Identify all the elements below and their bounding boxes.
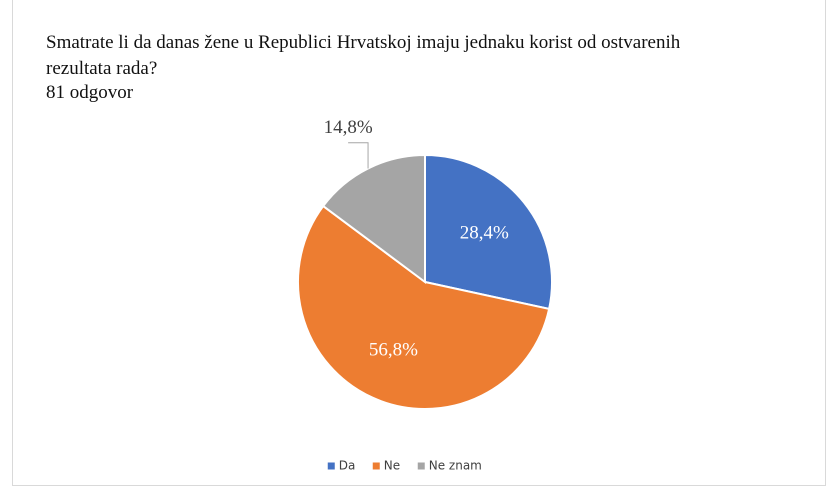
pie-slice — [321, 153, 426, 284]
pie-slice — [424, 153, 553, 311]
data-label: 28,4% — [460, 223, 509, 244]
legend-label: Da — [339, 459, 356, 473]
data-label: 56,8% — [369, 340, 418, 361]
leader-line — [348, 142, 369, 169]
data-label: 14,8% — [324, 117, 373, 138]
pie-slice — [297, 204, 551, 410]
legend-swatch — [417, 462, 425, 470]
legend-swatch — [372, 462, 380, 470]
chart-title: Smatrate li da danas žene u Republici Hr… — [46, 32, 681, 79]
chart-frame — [12, 0, 826, 486]
legend-label: Ne — [384, 459, 400, 473]
legend-label: Ne znam — [429, 459, 482, 473]
chart-subtitle: 81 odgovor — [46, 82, 134, 103]
legend-swatch — [327, 462, 335, 470]
